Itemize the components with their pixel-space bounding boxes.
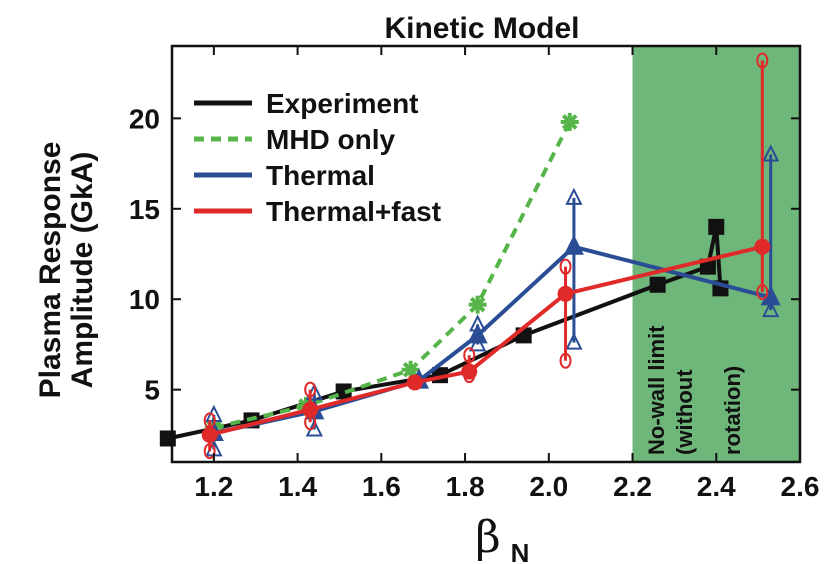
point-thermal <box>563 234 584 255</box>
error-bar-cap-thermal <box>469 334 487 352</box>
point-thermal-fast <box>201 426 218 443</box>
x-axis-label-symbol: β <box>475 512 500 563</box>
y-axis-label-line-2: Amplitude (GkA) <box>66 152 99 389</box>
no-wall-annotation-line-1: No-wall limit <box>644 325 669 455</box>
point-thermal-fast <box>461 363 478 380</box>
error-bar-cap-thermal-fast <box>463 347 476 364</box>
x-tick-label: 2.2 <box>613 471 652 502</box>
point-mhd-only <box>560 112 579 131</box>
x-axis-label-subscript: N <box>511 538 530 564</box>
error-bar-cap-thermal-fast <box>756 283 769 300</box>
x-tick-label: 2.6 <box>781 471 820 502</box>
no-wall-annotation-line-2: (without <box>672 369 697 455</box>
error-bar-cap-thermal <box>762 299 780 318</box>
y-axis-label-line-1: Plasma Response <box>34 142 67 399</box>
star-stroke <box>469 296 486 313</box>
point-experiment <box>649 276 666 293</box>
error-bar-cap-thermal-fast <box>756 52 769 69</box>
point-mhd-only <box>468 295 487 314</box>
x-tick-label: 2.4 <box>697 471 736 502</box>
legend: Experiment MHD only Thermal Thermal+fast <box>194 88 441 227</box>
point-experiment <box>708 218 725 235</box>
error-bar-cap-thermal-fast <box>203 443 216 460</box>
plot-area: No-wall limit (without rotation) 1.2 1.4 1.6 1… <box>129 44 820 502</box>
x-tick-label: 1.2 <box>194 471 233 502</box>
series-line-thermal <box>213 244 772 436</box>
chart-title: Kinetic Model <box>384 12 579 45</box>
y-axis-label: Plasma Response Amplitude (GkA) <box>34 142 99 399</box>
x-tick-label: 2.0 <box>529 471 568 502</box>
star-stroke <box>402 361 419 378</box>
error-bar-cap-thermal <box>565 332 583 350</box>
no-wall-annotation-line-3: rotation) <box>720 366 745 455</box>
no-wall-annotation: No-wall limit (without rotation) <box>644 325 745 455</box>
y-tick-label: 20 <box>129 103 160 134</box>
x-tick-label: 1.4 <box>278 471 317 502</box>
y-tick-label: 10 <box>129 284 160 315</box>
star-stroke <box>561 114 578 130</box>
point-thermal <box>760 285 781 306</box>
error-bar-cap-thermal-fast <box>559 258 572 275</box>
x-tick-label: 1.8 <box>446 471 485 502</box>
series-thermal-fast <box>201 52 771 460</box>
point-thermal-fast <box>754 238 771 255</box>
point-thermal-fast <box>557 285 574 302</box>
series-line-thermal-fast <box>209 244 763 437</box>
x-axis-label: β N <box>475 512 529 564</box>
legend-label-experiment: Experiment <box>266 88 419 119</box>
error-bar-cap-thermal <box>762 144 780 162</box>
point-experiment <box>335 383 352 400</box>
y-tick-label: 5 <box>144 375 160 406</box>
point-thermal <box>467 323 488 344</box>
error-bar-cap-thermal-fast <box>304 381 317 398</box>
point-thermal-fast <box>302 401 319 418</box>
error-bar-cap-thermal <box>565 187 583 205</box>
point-experiment <box>159 430 176 447</box>
legend-label-mhd-only: MHD only <box>266 124 396 155</box>
x-tick-label: 1.6 <box>362 471 401 502</box>
y-tick-label: 15 <box>129 194 160 225</box>
legend-label-thermal-fast: Thermal+fast <box>266 196 441 227</box>
point-thermal-fast <box>406 374 423 391</box>
legend-label-thermal: Thermal <box>266 160 375 191</box>
error-bar-cap-thermal-fast <box>559 352 572 369</box>
axes-frame <box>170 44 802 464</box>
